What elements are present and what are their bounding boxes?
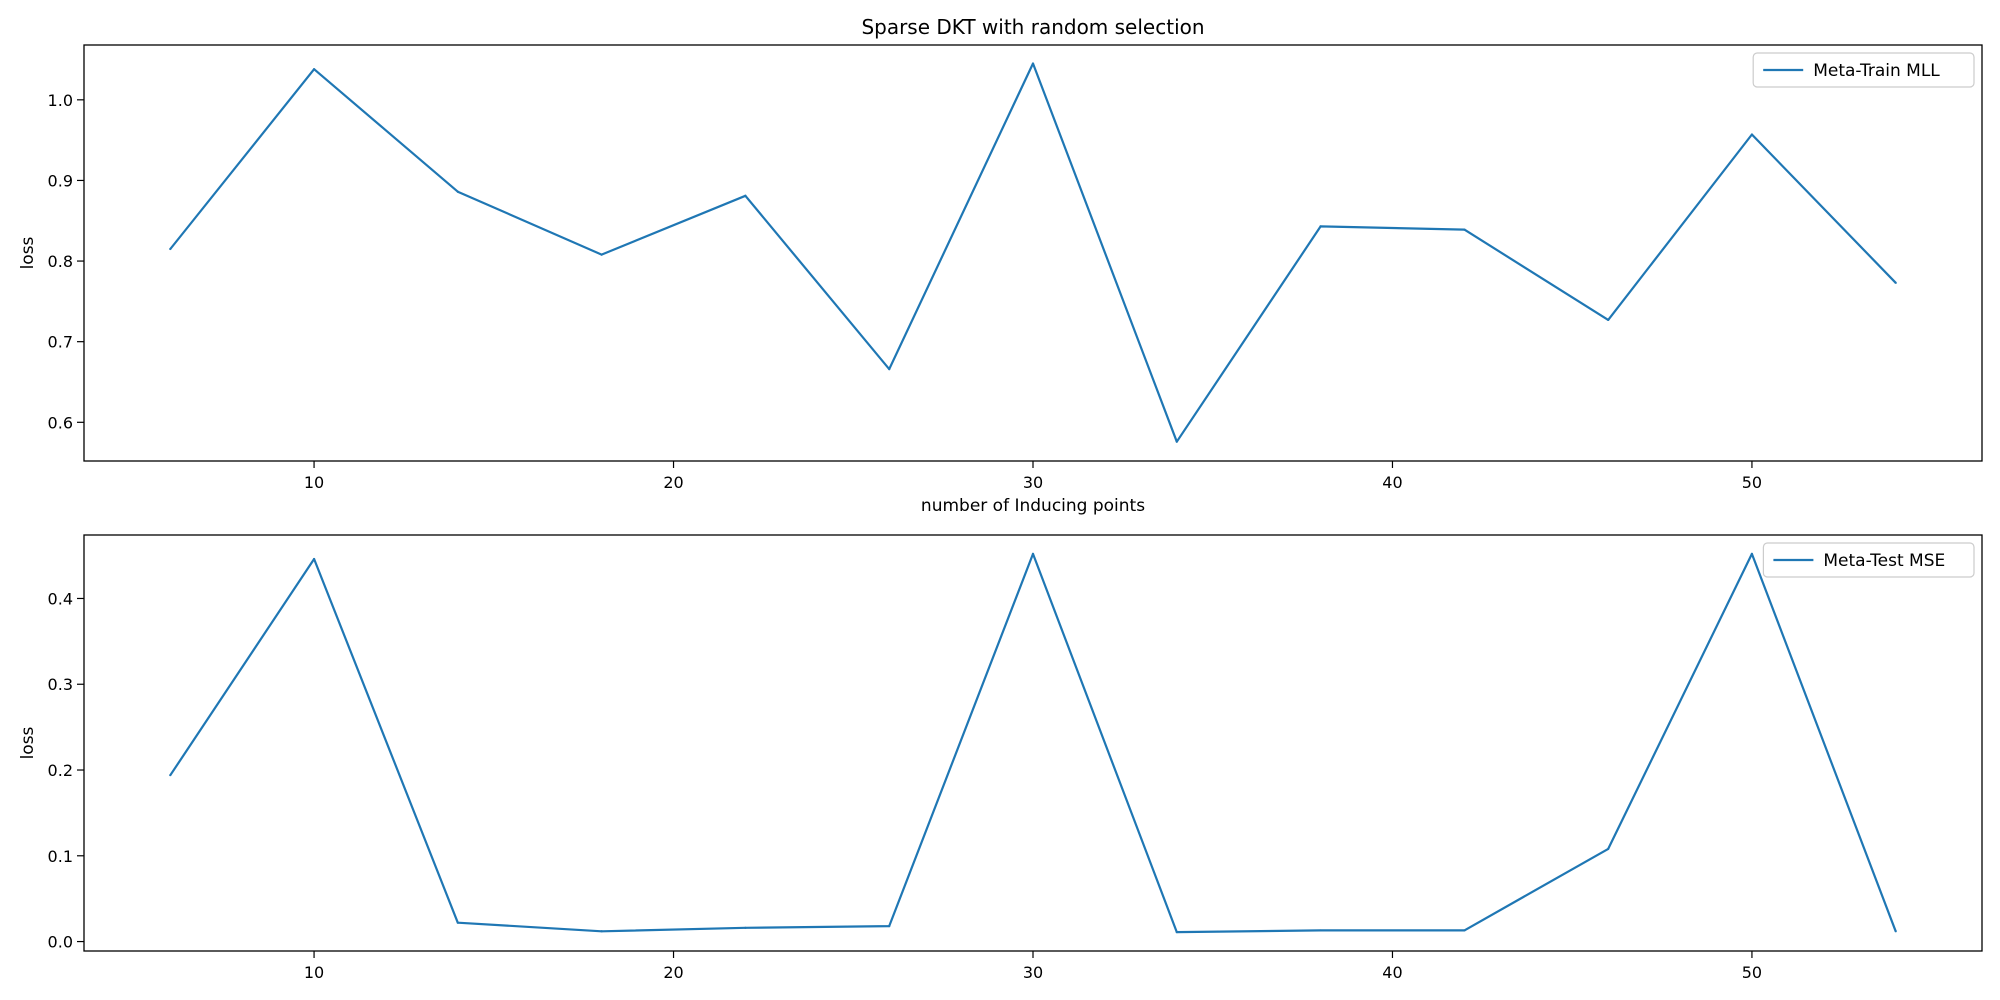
data-point: [1175, 931, 1178, 934]
data-point: [1031, 552, 1035, 555]
data-point: [1319, 225, 1322, 228]
data-point: [169, 774, 172, 777]
legend-label: Meta-Test MSE: [1823, 551, 1945, 571]
chart-title: Sparse DKT with random selection: [861, 15, 1204, 39]
panel-meta-train: 10 20 30 40 50 0.6 0.7 0.8 0.9 1.0 loss number of I…: [18, 44, 1983, 516]
x-tick-label: 40: [1382, 473, 1402, 492]
y-tick-label: 1.0: [48, 91, 73, 110]
data-point: [600, 930, 603, 933]
data-point: [312, 68, 316, 71]
data-point: [600, 253, 603, 256]
series-line: [169, 62, 1897, 443]
legend: Meta-Test MSE: [1762, 542, 1975, 578]
x-tick-label: 20: [663, 963, 683, 982]
x-tick-label: 10: [304, 473, 324, 492]
data-point: [456, 190, 459, 193]
y-tick-label: 0.6: [48, 413, 73, 432]
legend: Meta-Train MLL: [1752, 52, 1975, 88]
data-point: [744, 194, 747, 197]
x-axis-label: number of Inducing points: [921, 496, 1145, 516]
data-point: [1319, 929, 1322, 932]
axes-frame: [83, 534, 1983, 952]
data-point: [888, 925, 891, 928]
data-point: [1894, 281, 1897, 284]
legend-frame: [1762, 542, 1975, 578]
data-point: [1750, 133, 1754, 136]
data-point: [1607, 318, 1610, 322]
y-tick-label: 0.3: [48, 675, 73, 694]
data-point: [888, 367, 891, 371]
y-tick-label: 0.7: [48, 333, 73, 352]
x-tick-label: 50: [1742, 473, 1762, 492]
data-point: [1894, 930, 1897, 933]
y-tick-label: 0.8: [48, 252, 73, 271]
x-tick-label: 30: [1023, 473, 1043, 492]
y-tick-label: 0.4: [48, 589, 73, 608]
data-point: [312, 557, 316, 561]
y-tick-label: 0.1: [48, 847, 73, 866]
x-tick-label: 50: [1742, 963, 1762, 982]
data-point: [1750, 552, 1754, 555]
x-tick-label: 40: [1382, 963, 1402, 982]
data-point: [1607, 847, 1610, 851]
x-tick-label: 20: [663, 473, 683, 492]
y-tick-label: 0.9: [48, 171, 73, 190]
data-point: [456, 921, 459, 924]
panel-meta-test: 10 20 30 40 50 0.0 0.1 0.2 0.3 0.4 loss Meta-Test M…: [18, 534, 1983, 982]
series-line: [169, 552, 1897, 934]
data-point: [1463, 228, 1466, 231]
legend-label: Meta-Train MLL: [1813, 61, 1940, 81]
x-tick-label: 30: [1023, 963, 1043, 982]
y-tick-label: 0.0: [48, 933, 73, 952]
x-tick-label: 10: [304, 963, 324, 982]
data-point: [1031, 62, 1035, 65]
legend-frame: [1752, 52, 1975, 88]
data-point: [169, 247, 172, 251]
y-tick-label: 0.2: [48, 761, 73, 780]
axes-frame: [83, 44, 1983, 462]
data-point: [744, 926, 747, 929]
data-point: [1463, 929, 1466, 932]
y-axis-label: loss: [18, 236, 38, 269]
y-axis-label: loss: [18, 726, 38, 759]
data-point: [1175, 440, 1178, 443]
